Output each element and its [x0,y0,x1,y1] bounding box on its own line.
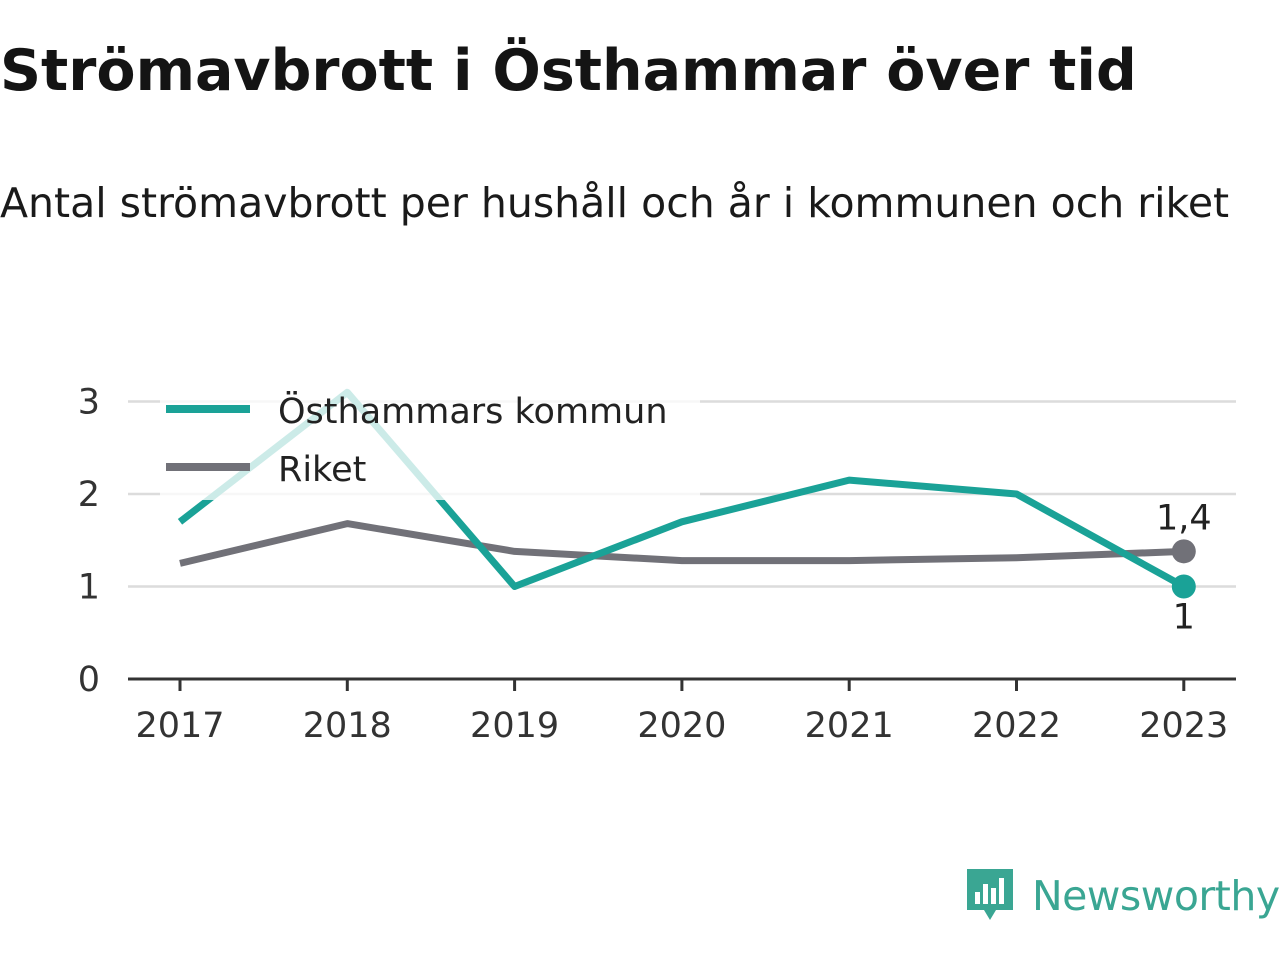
brand-footer: Newsworthy [964,864,1280,928]
legend-label-riket: Riket [278,450,366,490]
y-tick-label: 3 [78,383,100,423]
newsworthy-logo-icon [967,869,1013,920]
legend-label-kommun: Östhammars kommun [278,390,668,432]
endpoint-label-riket: 1,4 [1156,498,1212,538]
x-tick-label: 2018 [303,706,392,746]
legend-background [160,380,700,500]
y-tick-label: 0 [78,660,100,700]
x-tick-label: 2023 [1139,706,1228,746]
y-tick-label: 2 [78,475,100,515]
brand-name: Newsworthy [1032,872,1280,920]
x-tick-label: 2019 [470,706,559,746]
x-tick-label: 2022 [972,706,1061,746]
endpoint-markers: 11,4 [1156,498,1212,637]
y-axis-ticks: 0 1 2 3 [78,383,100,701]
series-line-riket [179,520,1184,567]
x-tick-label: 2021 [805,706,894,746]
endpoint-marker-riket [1171,539,1196,564]
x-axis: 2017 2018 2019 2020 2021 2022 2023 [128,677,1236,746]
chart-subtitle: Antal strömavbrott per hushåll och år i … [0,179,1230,227]
x-tick-label: 2020 [637,706,726,746]
endpoint-label-kommun: 1 [1173,598,1195,638]
legend: Östhammars kommun Riket [160,380,700,500]
y-tick-label: 1 [78,568,100,608]
endpoint-marker-kommun [1171,574,1196,599]
x-tick-label: 2017 [135,706,224,746]
chart-title: Strömavbrott i Östhammar över tid [0,38,1137,104]
